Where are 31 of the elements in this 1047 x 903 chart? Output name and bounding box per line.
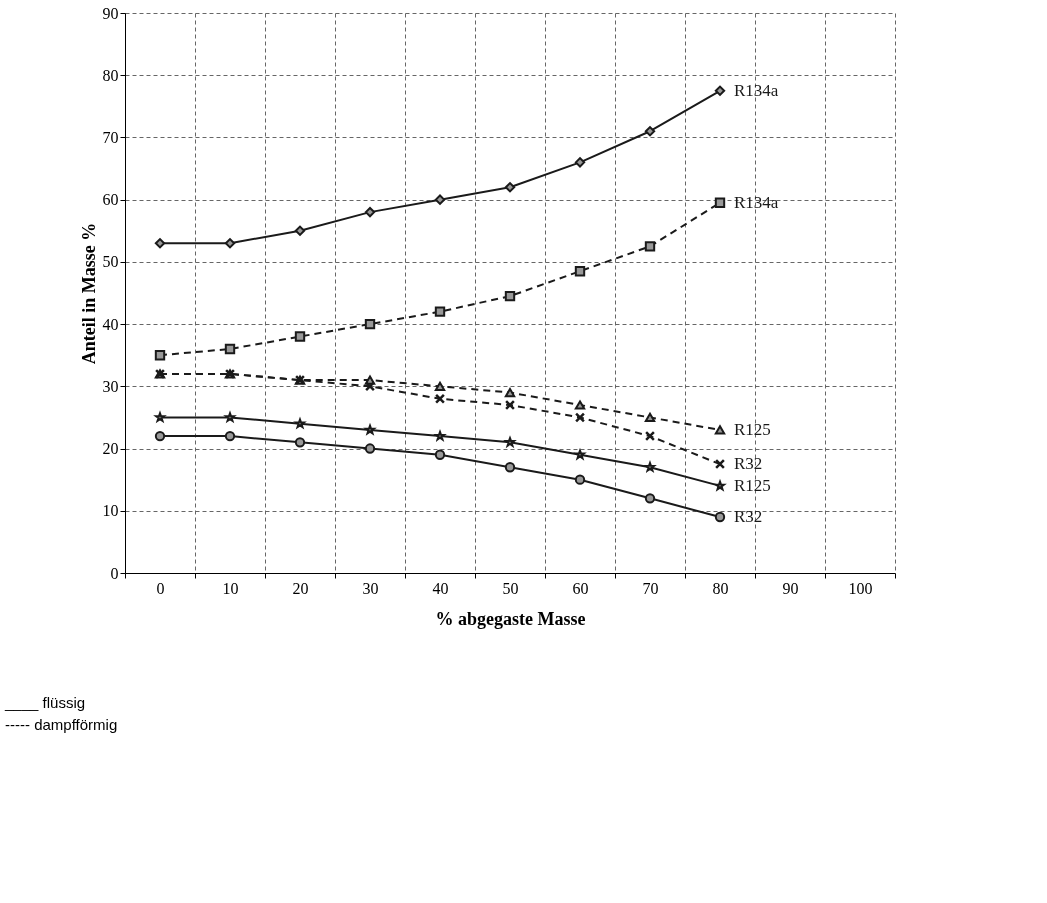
series-label: R32 xyxy=(734,507,763,526)
text: ----- dampfförmig xyxy=(5,716,118,733)
x-tick-label: 30 xyxy=(362,579,379,597)
y-tick-label: 50 xyxy=(102,253,119,271)
y-axis-title: Anteil in Masse % xyxy=(78,222,99,365)
series-label: R125 xyxy=(734,419,771,439)
x-tick-label: 60 xyxy=(572,579,589,597)
y-tick-label: 20 xyxy=(102,440,119,458)
x-tick-label: 80 xyxy=(712,579,729,597)
x-tick-label: 90 xyxy=(782,579,799,597)
y-tick-label: 60 xyxy=(102,191,119,209)
series-label: R134a xyxy=(734,192,779,212)
y-tick-label: 30 xyxy=(102,377,119,395)
text: ____ flüssig xyxy=(4,694,86,711)
series-label: R32 xyxy=(734,454,763,474)
x-tick-label: 70 xyxy=(642,579,659,597)
y-tick-label: 10 xyxy=(102,502,119,520)
y-tick-label: 90 xyxy=(102,4,119,22)
y-tick-label: 0 xyxy=(110,564,119,582)
x-tick-label: 0 xyxy=(156,579,165,597)
x-tick-label: 20 xyxy=(292,579,309,597)
x-tick-label: 50 xyxy=(502,579,519,597)
x-tick-label: 40 xyxy=(432,579,449,597)
y-tick-label: 70 xyxy=(102,128,119,146)
y-tick-label: 40 xyxy=(102,315,119,333)
series-label: R134a xyxy=(734,80,779,100)
series-label: R125 xyxy=(734,475,771,495)
y-tick-label: 80 xyxy=(102,66,119,84)
x-tick-label: 10 xyxy=(222,579,239,597)
x-axis-title: % abgegaste Masse xyxy=(435,608,586,629)
x-tick-label: 100 xyxy=(848,579,873,597)
